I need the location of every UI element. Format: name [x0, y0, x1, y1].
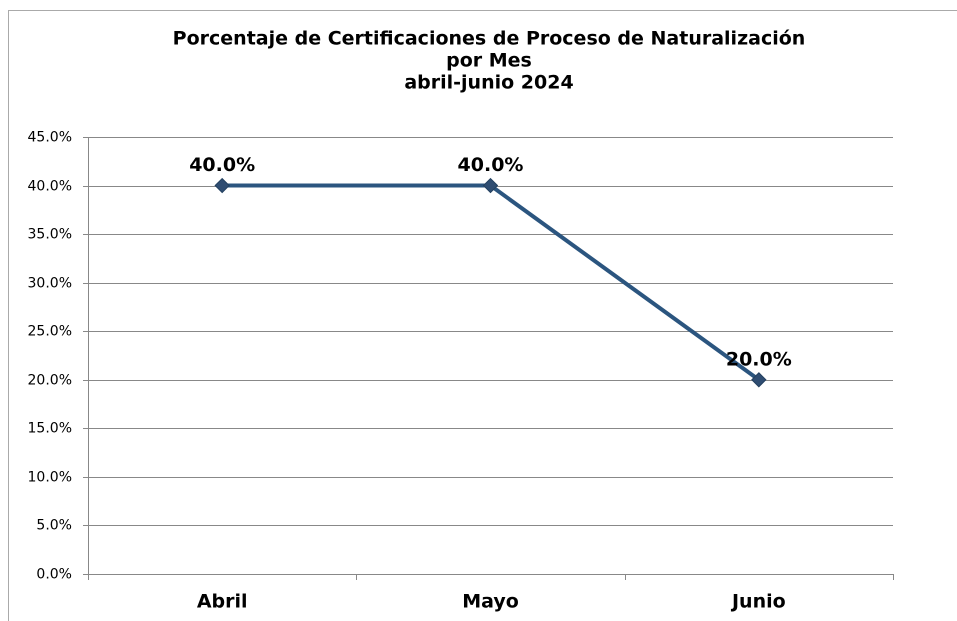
chart-title: por Mes [446, 50, 532, 72]
y-tick-label: 40.0% [28, 179, 72, 195]
chart-title: Porcentaje de Certificaciones de Proceso… [173, 28, 806, 50]
y-tick-label: 5.0% [36, 518, 72, 534]
x-tick-label: Junio [730, 591, 786, 613]
chart-border [8, 10, 957, 621]
y-tick-label: 30.0% [28, 276, 72, 292]
data-label: 20.0% [726, 348, 792, 370]
x-tick-label: Mayo [462, 591, 519, 613]
y-tick-label: 20.0% [28, 373, 72, 389]
marker [751, 372, 767, 388]
data-label: 40.0% [458, 154, 524, 176]
y-tick-label: 0.0% [36, 567, 72, 583]
y-tick-label: 25.0% [28, 324, 72, 340]
line [222, 183, 761, 382]
y-tick-label: 35.0% [28, 227, 72, 243]
data-label: 40.0% [189, 154, 255, 176]
chart-title: abril-junio 2024 [404, 72, 573, 94]
marker [482, 177, 499, 194]
x-tick-label: Abril [197, 591, 248, 613]
y-tick-label: 15.0% [28, 421, 72, 437]
y-tick-label: 45.0% [28, 130, 72, 146]
marker [214, 177, 230, 194]
y-tick-label: 10.0% [28, 470, 72, 486]
